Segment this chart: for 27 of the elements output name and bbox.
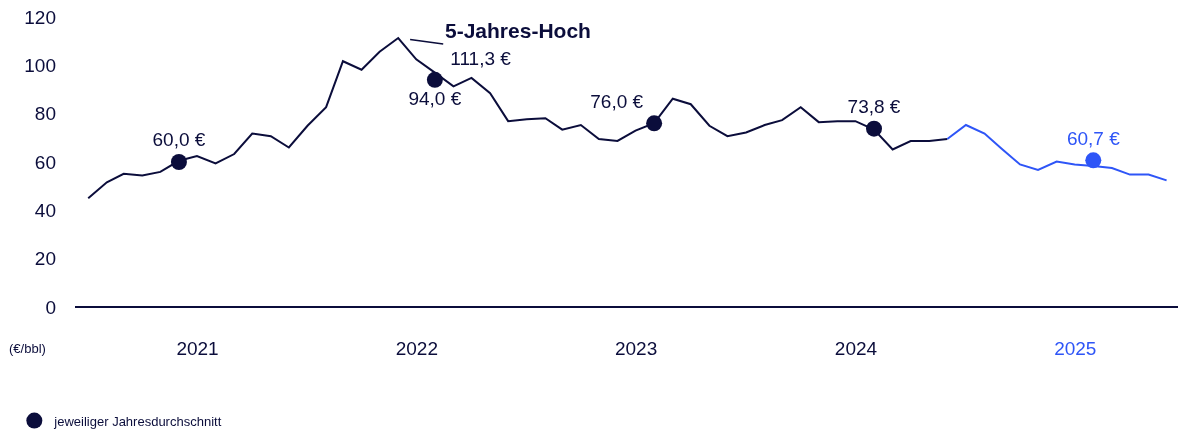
x-tick-label: 2023 [614, 338, 658, 359]
x-tick-label: 2022 [395, 338, 438, 359]
y-tick-label: 60 [34, 151, 56, 173]
y-tick-label: 120 [24, 6, 56, 28]
line-series [946, 124, 1168, 182]
y-axis-title: (€/bbl) [9, 341, 46, 356]
data-label: 60,0 € [152, 129, 206, 151]
x-tick-label: 2024 [834, 338, 878, 359]
legend-label: jeweiliger Jahresdurchschnitt [53, 413, 222, 429]
point [1085, 152, 1102, 169]
line-series [87, 37, 949, 200]
x-tick-label: 2021 [176, 338, 219, 359]
y-tick-label: 80 [34, 103, 56, 125]
y-tick-label: 20 [34, 248, 56, 270]
annotation: 5-Jahres-Hoch 111,3 € [445, 19, 591, 70]
data-label: 73,8 € [847, 95, 901, 117]
point [646, 115, 663, 132]
data-label: 76,0 € [590, 90, 644, 112]
x-tick-label: 2025 [1054, 338, 1097, 359]
data-label: 94,0 € [408, 88, 462, 110]
y-tick-label: 0 [45, 296, 56, 318]
data-label: 60,7 € [1066, 127, 1121, 149]
point [426, 71, 443, 88]
point [866, 120, 883, 137]
y-tick-label: 40 [34, 199, 56, 221]
y-tick-label: 100 [24, 54, 56, 76]
point [170, 154, 187, 170]
